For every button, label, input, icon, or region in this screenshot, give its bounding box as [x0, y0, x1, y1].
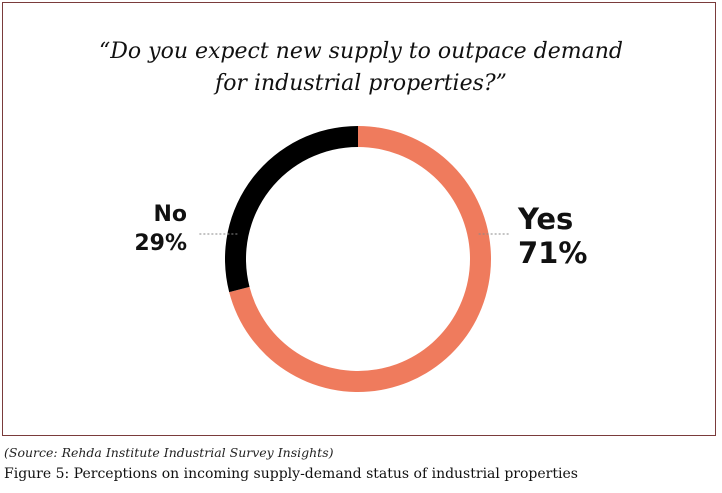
chart-title: “Do you expect new supply to outpace dem…	[0, 36, 722, 100]
source-note: (Source: Rehda Institute Industrial Surv…	[4, 445, 334, 460]
chart-title-line-1: “Do you expect new supply to outpace dem…	[99, 39, 623, 64]
chart-title-line-2: for industrial properties?”	[215, 71, 507, 96]
slice-value-yes: 71%	[518, 236, 587, 270]
donut-slices	[225, 126, 491, 392]
figure-frame	[2, 2, 716, 436]
slice-label-no: No	[153, 202, 187, 227]
slice-label-yes: Yes	[517, 202, 573, 236]
figure-caption: Figure 5: Perceptions on incoming supply…	[4, 466, 578, 482]
slice-value-no: 29%	[134, 231, 187, 256]
slice-no	[225, 126, 358, 293]
